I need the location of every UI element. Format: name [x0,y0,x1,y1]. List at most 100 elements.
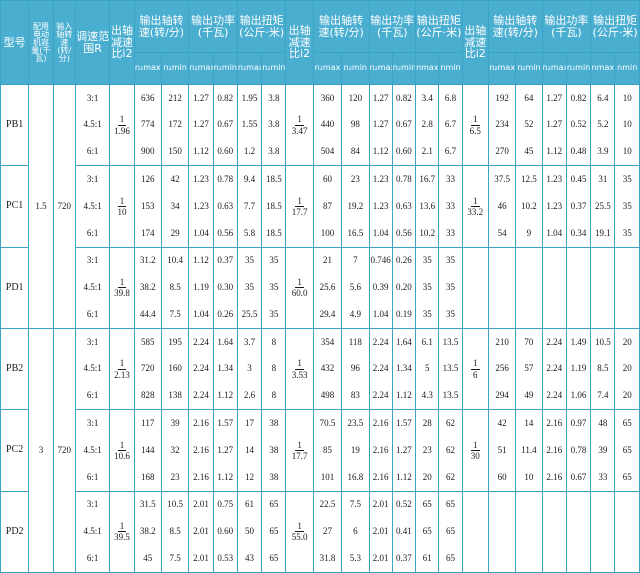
value-cell: 23 19.2 16.5 [341,165,370,248]
value-text: 45 [143,552,153,563]
value-text: 5.3 [349,552,361,563]
value-text: 0.45 [570,173,587,184]
range-value: 3:1 [86,336,99,347]
value-cell: 2.01 2.01 2.01 [188,490,214,573]
value-cell: 195 160 138 [160,327,190,411]
value-cell: 1.64 1.34 1.12 [212,327,238,411]
header-torque-1: 输出扭矩(公斤·米) [236,0,287,53]
value-text: 4.3 [421,390,433,401]
value-cell: 1.27 1.27 1.12 [368,83,393,167]
value-text: 3.8 [268,92,280,103]
value-text: 1.23 [193,200,209,211]
value-text: 0.67 [217,119,234,130]
value-cell: 39 32 23 [160,409,190,492]
value-cell: 10.5 8.5 7.5 [160,490,190,573]
value-text: 31.5 [139,499,156,510]
value-text: 96 [350,363,360,374]
value-text: 12 [245,471,255,482]
range-value: 3:1 [86,417,99,428]
ratio-cell: 1 39.5 [109,490,135,573]
value-text: 3.8 [268,146,280,157]
ratio-denominator: 6.5 [469,125,481,136]
value-text: 2.01 [372,552,389,563]
value-text: 1.95 [241,92,258,103]
value-text: 144 [141,444,155,455]
value-text: 62 [445,444,455,455]
value-text: 153 [141,200,155,211]
range-value: 3:1 [86,255,99,266]
value-cell [487,246,517,329]
value-text: 46 [497,200,507,211]
value-text: 44.4 [139,308,156,319]
value-text: 5.6 [349,282,361,293]
range-cell: 3:1 4.5:1 6:1 [74,165,111,248]
value-cell [541,246,567,329]
value-text: 20 [422,471,432,482]
value-cell: 10.5 8.5 7.4 [590,327,616,411]
value-text: 0.82 [570,92,587,103]
value-text: 1.27 [546,119,563,130]
value-text: 120 [348,92,363,103]
value-text: 0.82 [396,92,412,103]
value-cell: 118 96 83 [341,327,370,411]
value-text: 9.4 [243,173,256,184]
value-text: 49 [524,390,534,401]
value-cell: 60 87 100 [312,165,343,248]
value-text: 0.60 [217,526,234,537]
ratio-denominator: 10.6 [114,450,130,461]
value-text: 150 [168,146,182,157]
value-text: 10 [622,119,632,130]
header-nmin: n₂min [212,52,238,85]
value-text: 38 [269,444,279,455]
ratio-denominator: 17.7 [291,206,308,217]
value-text: 2.24 [193,363,209,374]
value-text: 1.19 [193,282,209,293]
value-text: 0.48 [570,146,587,157]
model-cell: PB1 [0,83,30,167]
value-text: 33 [598,471,608,482]
value-cell: 0.82 0.67 0.60 [391,83,417,167]
value-text: 1.12 [193,146,209,157]
ratio-denominator: 3.47 [291,125,308,136]
ratio-denominator: 1.96 [114,125,130,136]
value-text: 7.5 [169,308,181,319]
value-cell: 2.01 2.01 2.01 [368,490,393,573]
value-text: 2.01 [193,552,209,563]
value-text: 1.04 [372,308,389,319]
value-text: 33 [445,173,455,184]
value-text: 35 [422,308,432,319]
value-text: 1.23 [546,173,563,184]
value-text: 0.75 [217,499,234,510]
value-text: 0.52 [396,499,412,510]
value-cell: 64 52 45 [515,83,543,167]
ratio-cell: 1 10.6 [109,409,135,492]
value-text: 6.1 [421,336,433,347]
value-cell [590,246,616,329]
ratio-numerator: 1 [471,195,480,207]
value-text: 3.9 [597,146,609,157]
value-cell: 48 39 33 [590,409,616,492]
header-nmin: n₂min [261,52,287,85]
value-text: 2.8 [421,119,433,130]
value-cell: 2.24 2.24 2.24 [188,327,214,411]
ratio-numerator: 1 [295,439,304,451]
header-nmin: nmin [614,52,640,85]
value-cell [614,246,640,329]
range-cell: 3:1 4.5:1 6:1 [74,327,111,411]
value-text: 7.5 [169,552,181,563]
value-text: 39 [170,417,180,428]
value-text: 2.16 [546,444,563,455]
value-text: 65 [269,499,279,510]
value-text: 1.12 [396,390,412,401]
value-text: 21 [322,255,332,266]
value-cell: 1.23 1.23 1.04 [541,165,567,248]
value-text: 0.56 [217,227,234,238]
value-text: 354 [320,336,335,347]
ratio-fraction: 1 10 [117,196,126,218]
value-text: 8 [271,336,277,347]
value-text: 101 [320,471,335,482]
value-text: 636 [141,92,155,103]
range-value: 3:1 [86,173,99,184]
value-text: 8 [271,363,277,374]
